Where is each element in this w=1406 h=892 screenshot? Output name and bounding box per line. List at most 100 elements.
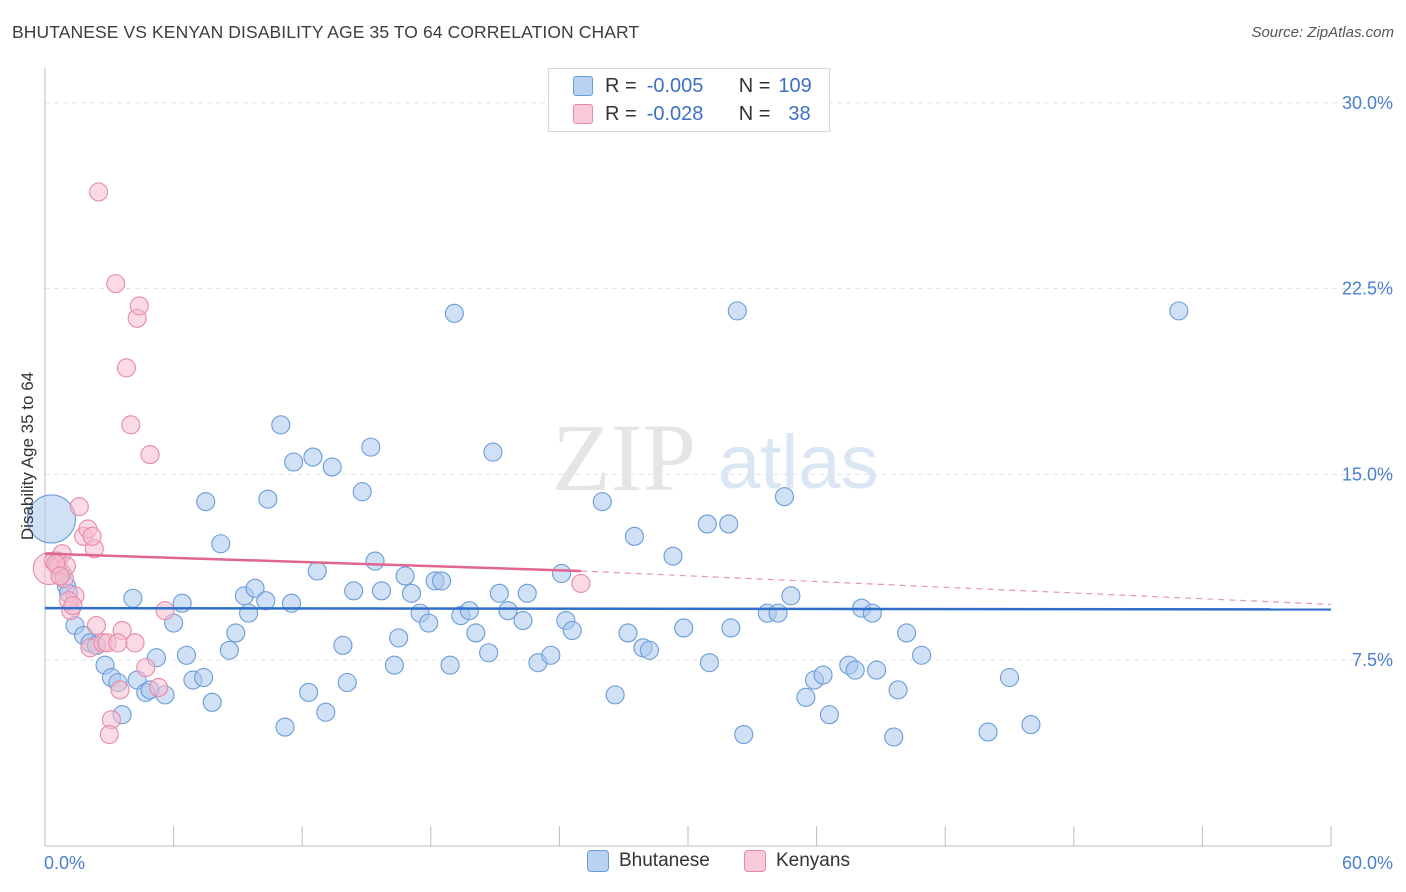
- data-point: [344, 581, 364, 601]
- data-point: [551, 563, 572, 584]
- data-point: [125, 633, 145, 653]
- data-point: [618, 623, 638, 643]
- data-point: [479, 643, 499, 663]
- y-axis-label: Disability Age 35 to 64: [18, 371, 37, 541]
- legend-row-bhutanese: R = -0.005 N = 109: [573, 73, 812, 99]
- trend-lines: [44, 552, 1332, 611]
- legend-n-label: N =: [738, 102, 771, 125]
- data-point: [219, 640, 239, 660]
- trend-line-kenyans: [44, 552, 581, 573]
- data-point: [194, 667, 214, 688]
- data-point: [395, 566, 415, 586]
- trend-line-bhutanese: [44, 606, 1332, 611]
- data-point: [796, 687, 816, 707]
- data-point: [517, 583, 537, 603]
- data-point: [605, 685, 625, 705]
- data-point: [371, 581, 392, 601]
- data-point: [444, 303, 464, 323]
- data-point: [196, 492, 216, 512]
- data-point: [63, 596, 83, 616]
- data-point: [978, 722, 998, 742]
- data-point: [275, 717, 295, 737]
- legend-label-kenyans: Kenyans: [776, 850, 850, 871]
- data-point: [813, 665, 833, 685]
- legend-row-kenyans: R = -0.028 N = 38: [573, 101, 811, 127]
- data-point: [140, 445, 160, 465]
- data-point: [384, 655, 404, 675]
- legend-r-label: R =: [605, 102, 637, 125]
- data-point: [149, 677, 169, 697]
- data-point: [466, 623, 486, 643]
- data-point: [106, 274, 126, 294]
- data-point: [489, 583, 509, 603]
- data-point: [211, 534, 231, 554]
- x-tick-label: 60.0%: [1342, 853, 1393, 873]
- watermark: ZIP atlas: [552, 404, 879, 511]
- data-point: [365, 551, 385, 571]
- legend-label-bhutanese: Bhutanese: [619, 850, 710, 871]
- y-tick-label: 22.5%: [1342, 279, 1393, 299]
- data-point: [897, 623, 917, 643]
- data-point: [483, 442, 503, 462]
- data-point: [361, 437, 381, 457]
- data-point: [768, 603, 788, 623]
- chart-title: BHUTANESE VS KENYAN DISABILITY AGE 35 TO…: [12, 22, 640, 42]
- data-point: [123, 588, 143, 608]
- legend-item-bhutanese[interactable]: Bhutanese: [587, 850, 710, 872]
- data-point: [89, 182, 109, 202]
- legend-n-value: 38: [788, 102, 811, 125]
- trend-line-kenyans-extension: [580, 570, 1332, 606]
- legend-r-value: -0.028: [646, 102, 704, 125]
- axes: [44, 68, 1332, 847]
- data-point: [498, 601, 518, 621]
- kenyans-swatch: [744, 850, 766, 872]
- y-tick-label: 15.0%: [1342, 464, 1393, 484]
- data-point: [734, 724, 754, 745]
- data-point: [440, 655, 460, 675]
- data-point: [284, 452, 304, 472]
- legend-item-kenyans[interactable]: Kenyans: [744, 850, 850, 872]
- data-point: [862, 603, 882, 623]
- data-point: [845, 660, 865, 680]
- data-point: [721, 618, 741, 638]
- data-point: [884, 727, 904, 747]
- data-point: [419, 613, 439, 633]
- kenyans-points: [32, 182, 591, 745]
- data-point: [459, 601, 479, 621]
- data-point: [303, 447, 323, 467]
- data-point: [82, 526, 102, 546]
- data-point: [333, 635, 353, 655]
- data-point: [155, 601, 175, 621]
- data-point: [727, 301, 747, 321]
- data-point: [562, 620, 582, 641]
- stats-legend: R = -0.005 N = 109 R = -0.028 N = 38: [548, 68, 830, 132]
- data-point: [513, 611, 533, 631]
- data-point: [116, 358, 136, 378]
- legend-r-value: -0.005: [646, 74, 704, 97]
- data-point: [337, 672, 357, 693]
- data-point: [571, 573, 591, 593]
- data-point: [256, 591, 276, 611]
- legend-n-label: N =: [738, 74, 771, 97]
- data-point: [431, 571, 452, 591]
- data-point: [99, 724, 119, 745]
- legend-n-value: 109: [778, 74, 812, 97]
- series-legend: Bhutanese Kenyans: [0, 850, 1406, 878]
- data-point: [69, 497, 89, 517]
- data-point: [136, 658, 156, 678]
- data-point: [299, 682, 319, 702]
- data-point: [271, 415, 291, 435]
- data-point: [1169, 301, 1189, 321]
- data-point: [108, 633, 128, 653]
- data-point: [316, 702, 336, 722]
- data-point: [258, 489, 278, 509]
- x-tick-label: 0.0%: [44, 853, 85, 873]
- data-point: [592, 492, 612, 512]
- data-point: [245, 578, 265, 598]
- data-point: [624, 526, 644, 546]
- data-point: [110, 680, 130, 700]
- data-point: [121, 415, 141, 435]
- data-point: [1021, 715, 1041, 735]
- kenyans-swatch: [573, 104, 593, 124]
